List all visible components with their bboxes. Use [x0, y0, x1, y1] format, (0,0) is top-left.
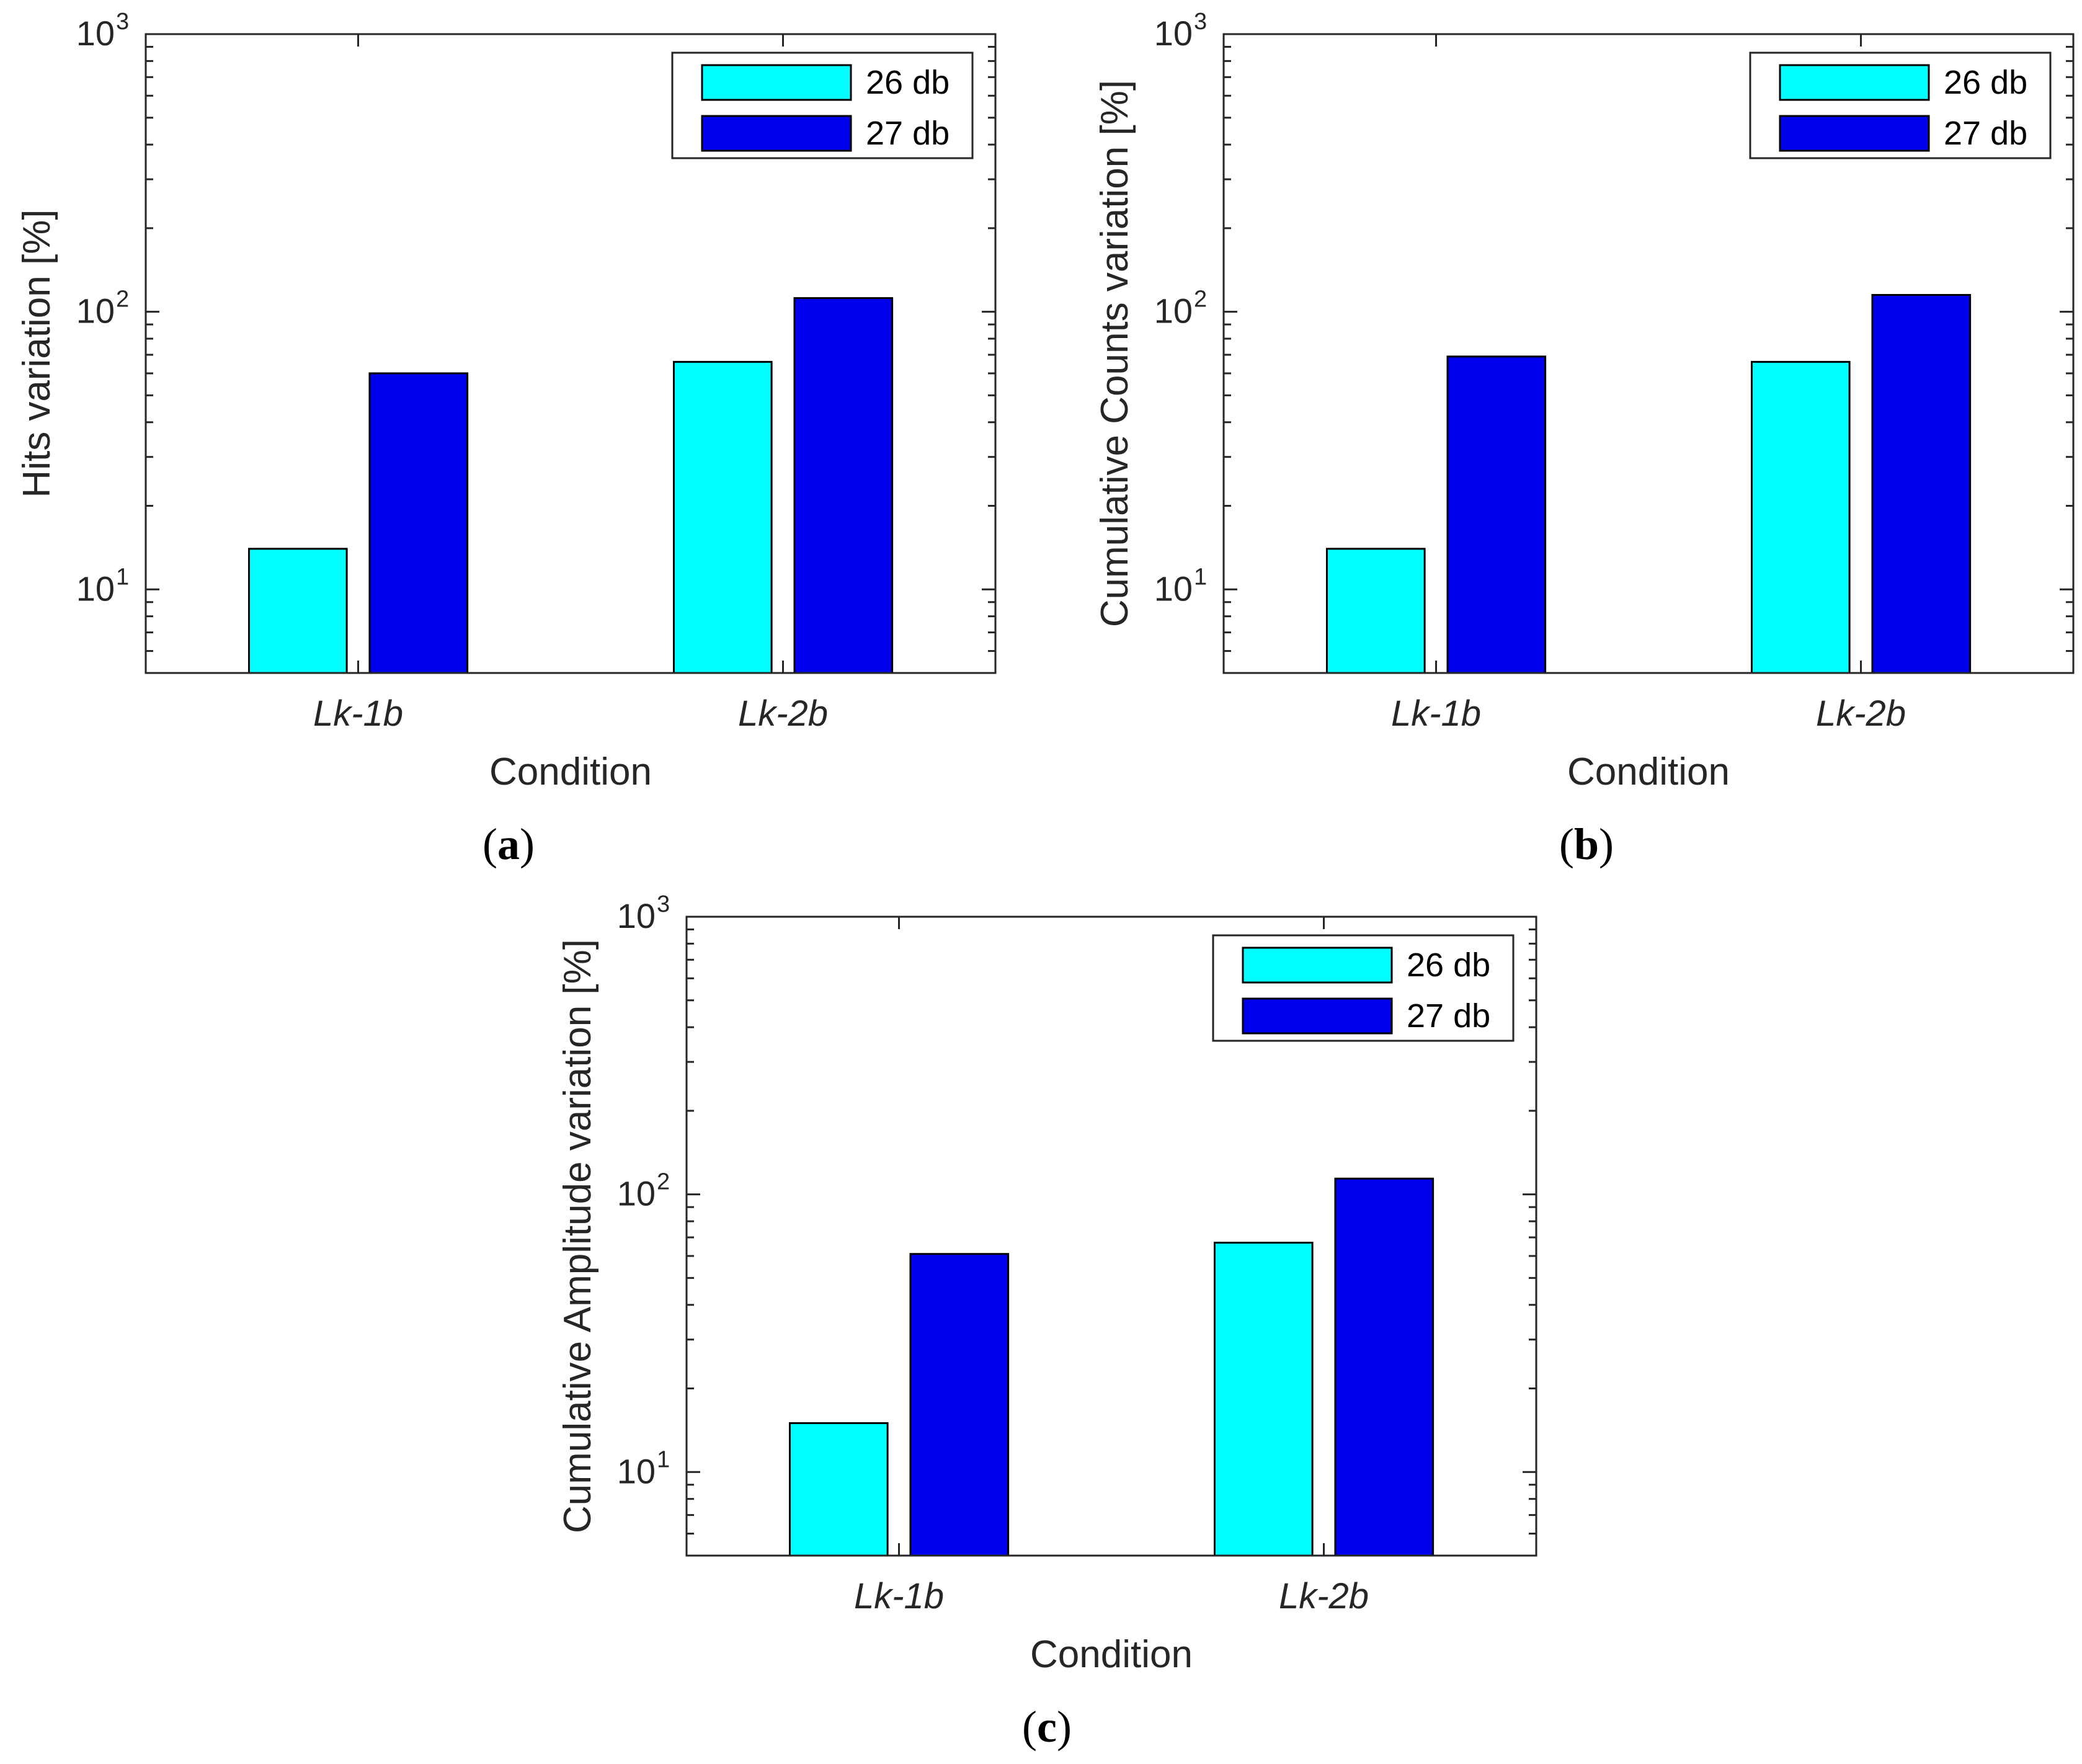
axes-frame — [1222, 33, 2075, 674]
y-tick-exponent: 3 — [657, 891, 670, 917]
bar-26-db-Lk-1b — [789, 1422, 889, 1557]
caption-open: ( — [483, 819, 497, 869]
legend: 26 db 27 db — [1212, 934, 1515, 1042]
axes-frame — [145, 33, 997, 674]
x-axis-label: Condition — [1030, 1633, 1193, 1676]
x-tick-label: Lk-2b — [1816, 693, 1906, 734]
legend-label: 27 db — [1944, 115, 2027, 152]
y-tick-exponent: 3 — [116, 9, 129, 35]
legend-swatch — [1242, 997, 1393, 1035]
legend-swatch — [1779, 64, 1930, 101]
y-tick-label: 10 — [76, 292, 115, 331]
y-axis-label: Cumulative Amplitude variation [%] — [556, 939, 599, 1533]
legend-label: 26 db — [1407, 947, 1490, 984]
y-tick-label: 10 — [1154, 292, 1193, 331]
bar-27-db-Lk-1b — [909, 1253, 1010, 1557]
legend-label: 26 db — [866, 64, 950, 101]
axes-frame — [685, 915, 1537, 1557]
caption-letter: a — [497, 819, 520, 869]
x-tick-label: Lk-1b — [854, 1576, 944, 1616]
bar-27-db-Lk-1b — [1446, 355, 1547, 674]
bar-26-db-Lk-2b — [673, 360, 773, 674]
panel-caption-c: (c) — [1022, 1702, 1072, 1752]
bar-26-db-Lk-2b — [1214, 1242, 1314, 1557]
legend-swatch — [1779, 115, 1930, 152]
y-tick-label: 10 — [617, 896, 656, 935]
y-tick-exponent: 1 — [116, 564, 129, 590]
bar-26-db-Lk-1b — [248, 548, 348, 674]
legend: 26 db 27 db — [1749, 51, 2052, 159]
bar-26-db-Lk-2b — [1751, 360, 1851, 674]
x-tick-label: Lk-2b — [738, 693, 828, 734]
panel-caption-a: (a) — [483, 819, 535, 869]
bar-27-db-Lk-2b — [1871, 294, 1972, 674]
y-tick-label: 10 — [617, 1451, 656, 1490]
caption-close: ) — [520, 819, 535, 869]
bar-26-db-Lk-1b — [1326, 548, 1426, 674]
caption-close: ) — [1057, 1702, 1072, 1752]
y-tick-label: 10 — [617, 1174, 656, 1213]
x-tick-label: Lk-2b — [1279, 1576, 1369, 1616]
legend-swatch — [701, 64, 852, 101]
legend-swatch — [701, 115, 852, 152]
y-tick-label: 10 — [76, 569, 115, 608]
caption-close: ) — [1599, 819, 1614, 869]
legend-swatch — [1242, 947, 1393, 984]
x-tick-label: Lk-1b — [1391, 693, 1481, 734]
caption-letter: b — [1574, 819, 1599, 869]
caption-open: ( — [1559, 819, 1574, 869]
bar-27-db-Lk-1b — [368, 372, 469, 674]
y-tick-exponent: 1 — [1194, 564, 1207, 590]
bar-27-db-Lk-2b — [793, 297, 894, 674]
caption-open: ( — [1022, 1702, 1037, 1752]
legend-label: 26 db — [1944, 64, 2027, 101]
y-axis-label: Cumulative Counts variation [%] — [1093, 80, 1136, 627]
y-tick-label: 10 — [76, 14, 115, 53]
y-tick-exponent: 3 — [1194, 9, 1207, 35]
y-tick-exponent: 2 — [116, 287, 129, 313]
y-tick-exponent: 2 — [1194, 287, 1207, 313]
x-tick-label: Lk-1b — [313, 693, 403, 734]
bar-27-db-Lk-2b — [1334, 1177, 1435, 1557]
legend: 26 db 27 db — [671, 51, 974, 159]
y-axis-label: Hits variation [%] — [16, 209, 58, 497]
y-tick-exponent: 2 — [657, 1169, 670, 1195]
y-tick-label: 10 — [1154, 14, 1193, 53]
legend-label: 27 db — [866, 115, 950, 152]
y-tick-label: 10 — [1154, 569, 1193, 608]
panel-caption-b: (b) — [1559, 819, 1614, 869]
legend-label: 27 db — [1407, 997, 1490, 1035]
x-axis-label: Condition — [489, 751, 652, 793]
caption-letter: c — [1037, 1702, 1057, 1752]
y-tick-exponent: 1 — [657, 1446, 670, 1472]
x-axis-label: Condition — [1567, 751, 1730, 793]
